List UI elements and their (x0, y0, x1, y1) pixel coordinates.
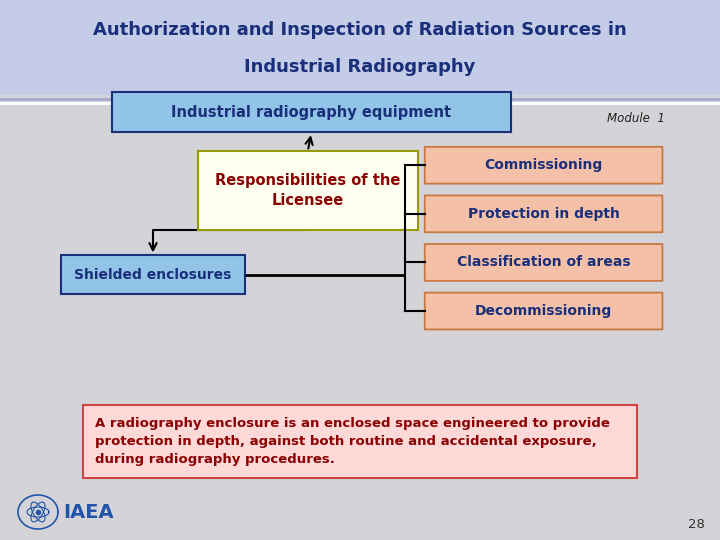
Text: Industrial Radiography: Industrial Radiography (244, 58, 476, 76)
FancyBboxPatch shape (83, 405, 637, 478)
Text: Industrial radiography equipment: Industrial radiography equipment (171, 105, 451, 119)
Text: 28: 28 (688, 517, 705, 530)
Text: Decommissioning: Decommissioning (475, 304, 612, 318)
Text: IAEA: IAEA (63, 503, 114, 522)
Text: Commissioning: Commissioning (485, 158, 603, 172)
FancyBboxPatch shape (425, 244, 662, 281)
FancyBboxPatch shape (425, 147, 662, 184)
Text: A radiography enclosure is an enclosed space engineered to provide
protection in: A radiography enclosure is an enclosed s… (95, 417, 610, 466)
FancyBboxPatch shape (425, 293, 662, 329)
Text: Module  1: Module 1 (607, 111, 665, 125)
Bar (0, 103, 720, 540)
Text: Shielded enclosures: Shielded enclosures (74, 268, 232, 282)
Text: Responsibilities of the
Licensee: Responsibilities of the Licensee (215, 173, 400, 208)
FancyBboxPatch shape (112, 92, 511, 132)
Bar (0, 0, 720, 95)
FancyBboxPatch shape (198, 151, 418, 230)
Text: Classification of areas: Classification of areas (456, 255, 631, 269)
Text: Protection in depth: Protection in depth (468, 207, 619, 221)
Text: Authorization and Inspection of Radiation Sources in: Authorization and Inspection of Radiatio… (93, 21, 627, 39)
FancyBboxPatch shape (61, 255, 245, 294)
FancyBboxPatch shape (425, 195, 662, 232)
